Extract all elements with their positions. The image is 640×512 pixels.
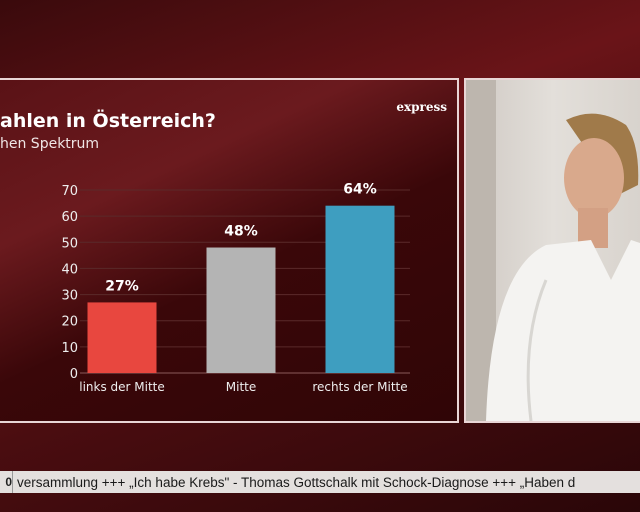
- ticker-text: versammlung +++ „Ich habe Krebs" - Thoma…: [17, 474, 576, 490]
- presenter-video: [464, 78, 640, 423]
- bar-2: [206, 247, 276, 373]
- y-tick-label: 30: [61, 289, 78, 304]
- ticker-label: 0: [0, 471, 13, 493]
- data-label: 27%: [105, 278, 139, 294]
- y-tick-label: 10: [61, 341, 78, 356]
- news-ticker: 0 versammlung +++ „Ich habe Krebs" - Tho…: [0, 471, 640, 493]
- category-label: Mitte: [226, 380, 256, 394]
- data-label: 64%: [343, 182, 377, 198]
- y-tick-label: 60: [61, 210, 78, 225]
- chart-title: ahlen in Österreich?: [0, 110, 216, 132]
- express-logo: express: [396, 100, 447, 114]
- category-label: rechts der Mitte: [312, 380, 407, 394]
- category-label: links der Mitte: [79, 380, 165, 394]
- bar-3: [325, 205, 395, 373]
- y-tick-label: 40: [61, 262, 78, 277]
- chart-subtitle: hen Spektrum: [0, 136, 100, 152]
- chart-panel: ahlen in Österreich? hen Spektrum expres…: [0, 78, 459, 423]
- bar-1: [87, 302, 157, 373]
- y-tick-label: 70: [61, 184, 78, 199]
- y-tick-label: 0: [70, 367, 78, 382]
- presenter-image: [466, 80, 640, 422]
- data-label: 48%: [224, 224, 258, 240]
- y-tick-label: 20: [61, 315, 78, 330]
- bar-chart: 0 10 20 30 40 50 60 70 27% links der Mitte 48% Mitt…: [61, 182, 410, 394]
- y-tick-label: 50: [61, 236, 78, 251]
